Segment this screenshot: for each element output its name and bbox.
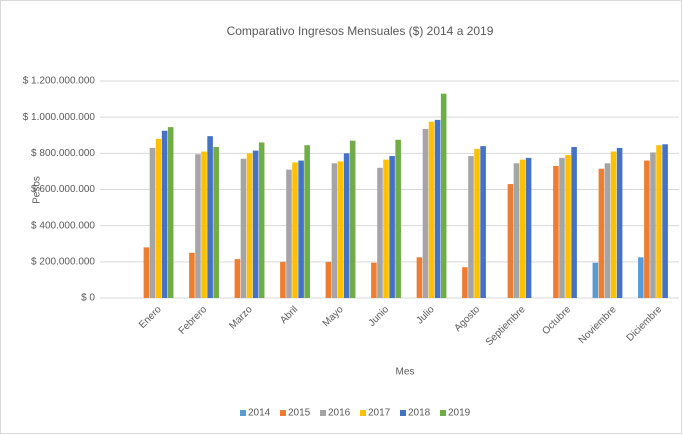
- y-tick-label: $ 600.000.000: [31, 184, 95, 195]
- bar: [598, 168, 605, 298]
- bar: [207, 136, 213, 298]
- legend-label: 2019: [448, 408, 471, 419]
- bar: [377, 167, 383, 298]
- bar: [565, 155, 571, 298]
- bar: [525, 157, 532, 298]
- y-tick-label: $ 800.000.000: [31, 148, 95, 159]
- bar: [252, 150, 259, 298]
- bar: [258, 142, 265, 298]
- legend-swatch: [280, 410, 286, 416]
- bar: [143, 247, 150, 298]
- bar: [656, 145, 662, 298]
- bar: [428, 121, 435, 298]
- bar: [662, 144, 668, 298]
- y-tick-label: $ 200.000.000: [31, 256, 95, 267]
- bar: [189, 252, 195, 298]
- bar: [155, 138, 162, 298]
- bar: [383, 159, 389, 298]
- bar: [468, 156, 474, 298]
- bar: [474, 148, 480, 298]
- legend-label: 2016: [328, 408, 351, 419]
- bar: [280, 261, 286, 298]
- bar: [149, 147, 156, 298]
- bar: [638, 257, 644, 298]
- bar: [343, 153, 350, 298]
- y-axis-label: Pesos: [32, 176, 43, 204]
- bar: [240, 158, 247, 298]
- bar: [286, 169, 292, 298]
- bar: [480, 146, 486, 298]
- bar: [167, 127, 174, 298]
- bar: [349, 140, 356, 298]
- bar: [592, 262, 599, 298]
- bar: [513, 163, 520, 298]
- legend-swatch: [360, 410, 366, 416]
- chart-title: Comparativo Ingresos Mensuales ($) 2014 …: [227, 24, 494, 38]
- legend-label: 2014: [248, 408, 271, 419]
- x-axis-label: Mes: [396, 367, 415, 378]
- bar: [440, 93, 447, 299]
- bar: [604, 163, 611, 298]
- bar: [519, 159, 526, 298]
- legend-swatch: [240, 410, 246, 416]
- bar: [644, 160, 650, 298]
- bar: [650, 152, 656, 298]
- legend-swatch: [440, 410, 446, 416]
- y-tick-label: $ 1.000.000.000: [23, 112, 96, 123]
- legend-swatch: [400, 410, 406, 416]
- bar: [462, 267, 468, 298]
- bar: [422, 128, 429, 298]
- bar: [616, 147, 623, 298]
- legend-label: 2015: [288, 408, 311, 419]
- bar: [507, 184, 514, 298]
- bar: [292, 162, 298, 298]
- bar: [337, 161, 344, 298]
- bar: [246, 153, 253, 298]
- y-tick-label: $ 0: [81, 293, 95, 304]
- y-tick-label: $ 1.200.000.000: [23, 76, 96, 87]
- bar: [195, 154, 201, 298]
- legend-label: 2018: [408, 408, 431, 419]
- bar: [201, 151, 207, 298]
- bar: [416, 257, 423, 298]
- bar: [434, 119, 441, 298]
- bar: [325, 261, 332, 298]
- bar: [213, 147, 219, 298]
- legend-label: 2017: [368, 408, 391, 419]
- bar: [553, 165, 559, 298]
- bar: [234, 259, 241, 298]
- bar: [304, 145, 310, 298]
- y-tick-label: $ 400.000.000: [31, 220, 95, 231]
- legend-swatch: [320, 410, 326, 416]
- bar: [571, 147, 577, 298]
- bar: [161, 130, 168, 298]
- bar: [389, 156, 395, 298]
- bar: [610, 151, 617, 298]
- bar: [395, 139, 401, 298]
- bar: [298, 160, 304, 298]
- bar: [331, 163, 338, 298]
- bar: [371, 262, 377, 298]
- bar: [559, 157, 565, 298]
